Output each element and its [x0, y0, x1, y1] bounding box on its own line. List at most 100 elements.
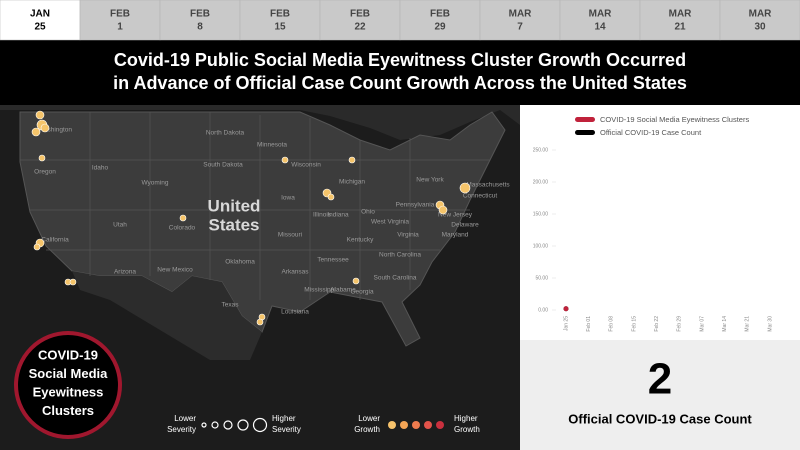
- x-tick-label: Feb 08: [609, 316, 615, 332]
- timeline-tab[interactable]: [319, 0, 401, 41]
- timeline-tab[interactable]: [159, 0, 241, 41]
- state-label: Indiana: [327, 212, 349, 219]
- state-label: Connecticut: [463, 193, 498, 200]
- state-label: Illinois: [313, 212, 332, 219]
- state-label: Virginia: [397, 232, 419, 239]
- state-label: Tennessee: [317, 257, 349, 264]
- tab-day: 14: [594, 22, 606, 33]
- timeline-tab[interactable]: [559, 0, 641, 41]
- badge-text: Clusters: [42, 403, 94, 418]
- title: Covid-19 Public Social Media Eyewitness …: [114, 50, 686, 70]
- mexico: [72, 271, 262, 360]
- tab-day: 30: [754, 22, 766, 33]
- tab-month: MAR: [749, 9, 773, 20]
- tab-day: 8: [197, 22, 203, 33]
- legend-text: Lower: [174, 414, 196, 423]
- tab-month: FEB: [350, 9, 370, 20]
- legend-text: Lower: [358, 414, 380, 423]
- y-tick-label: 100.00: [533, 243, 549, 249]
- legend-text: Higher: [454, 414, 478, 423]
- x-tick-label: Mar 21: [745, 316, 751, 332]
- x-tick-label: Feb 29: [677, 316, 683, 332]
- y-tick-label: 50.00: [535, 275, 548, 281]
- state-label: Mississippi: [304, 287, 335, 294]
- state-label: Colorado: [169, 225, 196, 232]
- state-label: Georgia: [350, 289, 374, 296]
- state-label: West Virginia: [371, 219, 409, 226]
- x-tick-label: Feb 01: [586, 316, 592, 332]
- state-label: Minnesota: [257, 142, 287, 149]
- x-tick-label: Feb 15: [631, 316, 637, 332]
- badge-text: Eyewitness: [33, 384, 104, 399]
- cluster-dot: [256, 318, 264, 326]
- x-tick-label: Mar 14: [722, 316, 728, 332]
- canada: [0, 105, 520, 140]
- state-label: Washington: [38, 127, 72, 134]
- x-tick-label: Mar 30: [767, 316, 773, 332]
- series-point: [563, 306, 569, 312]
- cluster-dot: [31, 127, 41, 137]
- cluster-dot: [459, 182, 471, 194]
- timeline-tab[interactable]: [719, 0, 800, 41]
- y-tick-label: 150.00: [533, 211, 549, 217]
- growth-legend: [388, 421, 444, 429]
- state-label: Texas: [222, 302, 240, 309]
- state-label: California: [41, 237, 69, 244]
- cluster-dot: [179, 214, 187, 222]
- counter-value: 2: [648, 355, 672, 404]
- state-label: Pennsylvania: [396, 202, 435, 209]
- state-label: Ohio: [361, 209, 375, 216]
- cluster-dot: [35, 110, 45, 120]
- legend-text: Severity: [272, 425, 301, 434]
- x-tick-label: Feb 22: [654, 316, 660, 332]
- timeline-tab[interactable]: [0, 0, 81, 41]
- state-label: New York: [416, 177, 444, 184]
- severity-legend: [201, 417, 268, 433]
- legend-swatch: [575, 117, 595, 122]
- legend-text: Higher: [272, 414, 296, 423]
- state-label: Oklahoma: [225, 259, 255, 266]
- y-tick-label: 0.00: [538, 307, 548, 313]
- badge: [14, 331, 122, 439]
- state-label: Kentucky: [347, 237, 374, 244]
- timeline-tab[interactable]: [239, 0, 321, 41]
- state-label: Arizona: [114, 269, 136, 276]
- x-tick-label: Mar 07: [699, 316, 705, 332]
- tab-month: FEB: [270, 9, 290, 20]
- counter-label: Official COVID-19 Case Count: [568, 411, 752, 426]
- state-label: Utah: [113, 222, 127, 229]
- legend-swatch: [575, 130, 595, 135]
- state-label: Michigan: [339, 179, 365, 186]
- state-label: North Carolina: [379, 252, 421, 259]
- state-label: North Dakota: [206, 130, 245, 137]
- cluster-dot: [33, 243, 41, 251]
- title-banner: [0, 40, 800, 105]
- state-label: Arkansas: [281, 269, 309, 276]
- country-label: States: [208, 215, 259, 234]
- cluster-dot: [40, 123, 50, 133]
- state-label: Missouri: [278, 232, 302, 239]
- timeline-tab[interactable]: [399, 0, 481, 41]
- state-label: Massachusetts: [466, 182, 510, 189]
- state-label: Maryland: [442, 232, 469, 239]
- badge-text: COVID-19: [38, 347, 98, 362]
- state-label: Wyoming: [141, 180, 168, 187]
- timeline-tab[interactable]: [479, 0, 561, 41]
- tab-month: JAN: [30, 9, 50, 20]
- timeline-tab[interactable]: [639, 0, 721, 41]
- country-label: United: [208, 196, 261, 215]
- tab-month: FEB: [430, 9, 450, 20]
- legend-text: Growth: [454, 425, 480, 434]
- tab-day: 21: [674, 22, 686, 33]
- cluster-dot: [348, 156, 356, 164]
- x-tick-label: Jan 25: [563, 316, 569, 331]
- state-borders: [20, 112, 490, 300]
- tab-month: FEB: [190, 9, 210, 20]
- title: in Advance of Official Case Count Growth…: [113, 73, 687, 93]
- cluster-dot: [438, 205, 448, 215]
- tab-day: 7: [517, 22, 523, 33]
- timeline-tab[interactable]: [79, 0, 161, 41]
- cluster-dot: [281, 156, 289, 164]
- tab-day: 29: [434, 22, 446, 33]
- cluster-dot: [38, 154, 46, 162]
